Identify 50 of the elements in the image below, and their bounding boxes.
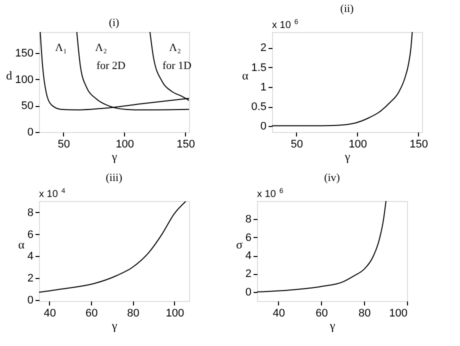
y-axis-title: α	[18, 238, 26, 252]
x-axis-title: γ	[328, 318, 336, 332]
chart-title: (iv)	[324, 172, 340, 184]
y-tick-label: 8	[27, 206, 34, 219]
y-axis-title: d	[6, 68, 12, 82]
y-tick-label: 2	[245, 268, 252, 280]
x-tick-label: 100	[348, 138, 368, 150]
annotation: Λ₂	[95, 42, 108, 54]
y-axis-title: α	[242, 68, 250, 82]
y-tick-label: 0	[260, 120, 266, 133]
x-tick-label: 40	[272, 308, 286, 320]
annotation: for 2D	[96, 60, 126, 72]
x-tick-label: 80	[358, 308, 371, 320]
annotation: for 1D	[162, 60, 192, 72]
y-tick-label: 6	[27, 228, 34, 241]
x-tick-label: 100	[389, 308, 408, 320]
y-tick-label: 150	[15, 48, 34, 60]
y-tick-label: 0.5	[251, 101, 266, 114]
x-tick-label: 80	[127, 308, 140, 320]
x-tick-label: 150	[410, 138, 428, 150]
y-tick-label: 0	[27, 126, 34, 138]
x-tick-label: 100	[116, 138, 134, 150]
x-tick-label: 50	[58, 138, 70, 150]
chart-title: (iii)	[106, 172, 123, 184]
y-tick-label: 4	[245, 250, 252, 262]
y-tick-label: 2	[260, 42, 266, 54]
chart-title: (i)	[108, 17, 120, 29]
y-tick-label: 100	[15, 74, 34, 86]
x-tick-label: 60	[85, 308, 98, 320]
x-tick-label: 40	[44, 308, 56, 320]
y-tick-label: 0	[245, 286, 252, 298]
x-axis-title: γ	[110, 318, 118, 332]
y-tick-label: 6	[245, 232, 252, 244]
y-tick-label: 1.5	[251, 62, 266, 74]
x-axis-title: γ	[344, 150, 351, 164]
annotation: Λ₂	[169, 42, 182, 54]
chart-title: (ii)	[340, 3, 354, 15]
y-tick-label: 8	[245, 214, 252, 226]
x-tick-label: 50	[290, 138, 304, 150]
annotation: Λ₁	[55, 42, 68, 54]
y-tick-label: 2	[27, 272, 34, 285]
x-tick-label: 100	[166, 308, 184, 320]
y-axis-title: σ	[236, 238, 244, 252]
x-tick-label: 60	[316, 308, 328, 320]
y-tick-label: 1	[260, 81, 266, 94]
x-tick-label: 150	[176, 138, 196, 150]
y-tick-label: 0	[27, 294, 34, 306]
y-tick-label: 50	[21, 100, 34, 112]
x-axis-title: γ	[110, 150, 118, 164]
y-tick-label: 4	[27, 250, 34, 263]
